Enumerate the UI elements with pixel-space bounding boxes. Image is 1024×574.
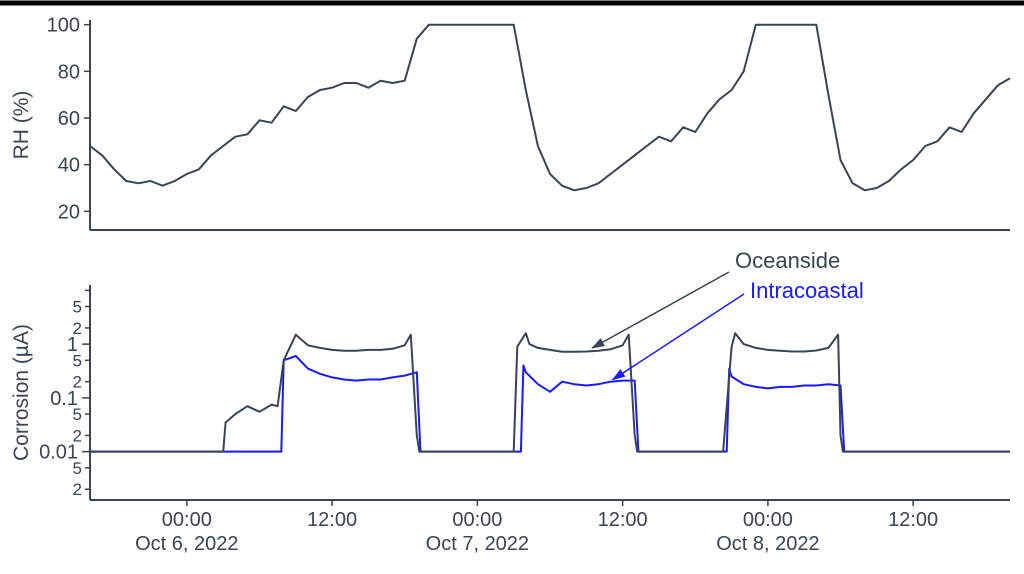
top-ytick: 100 (47, 15, 80, 37)
bot-ytick-minor: 5 (73, 459, 82, 478)
top-ytick: 60 (58, 108, 80, 130)
top-ylabel: RH (%) (10, 91, 33, 160)
x-tick-date: Oct 7, 2022 (426, 533, 529, 555)
x-tick-date: Oct 8, 2022 (716, 533, 819, 555)
bot-ytick-minor: 5 (73, 298, 82, 317)
x-tick-time: 12:00 (598, 509, 648, 531)
x-tick-time: 00:00 (162, 509, 212, 531)
bot-ytick-minor: 2 (73, 480, 82, 499)
x-tick-time: 12:00 (888, 509, 938, 531)
arrow-oceanside (592, 272, 729, 348)
x-tick-time: 00:00 (743, 509, 793, 531)
legend-oceanside: Oceanside (735, 248, 840, 273)
chart-figure: 20406080100RH (%)0.010.1125252525Corrosi… (0, 0, 1024, 574)
chart-svg: 20406080100RH (%)0.010.1125252525Corrosi… (0, 0, 1024, 574)
top-ytick: 80 (58, 61, 80, 83)
top-ytick: 40 (58, 155, 80, 177)
bot-ytick-minor: 5 (73, 405, 82, 424)
arrow-intracoastal (613, 294, 744, 379)
rh-line (90, 25, 1010, 191)
bot-ytick-minor: 2 (73, 319, 82, 338)
intracoastal-line (90, 356, 1010, 452)
bot-ytick-minor: 5 (73, 351, 82, 370)
top-ytick: 20 (58, 201, 80, 223)
bot-ytick-minor: 2 (73, 373, 82, 392)
x-tick-date: Oct 6, 2022 (135, 533, 238, 555)
bot-ytick-minor: 2 (73, 426, 82, 445)
bot-ylabel: Corrosion (µA) (10, 324, 33, 461)
x-tick-time: 00:00 (452, 509, 502, 531)
legend-intracoastal: Intracoastal (750, 278, 864, 303)
x-tick-time: 12:00 (307, 509, 357, 531)
